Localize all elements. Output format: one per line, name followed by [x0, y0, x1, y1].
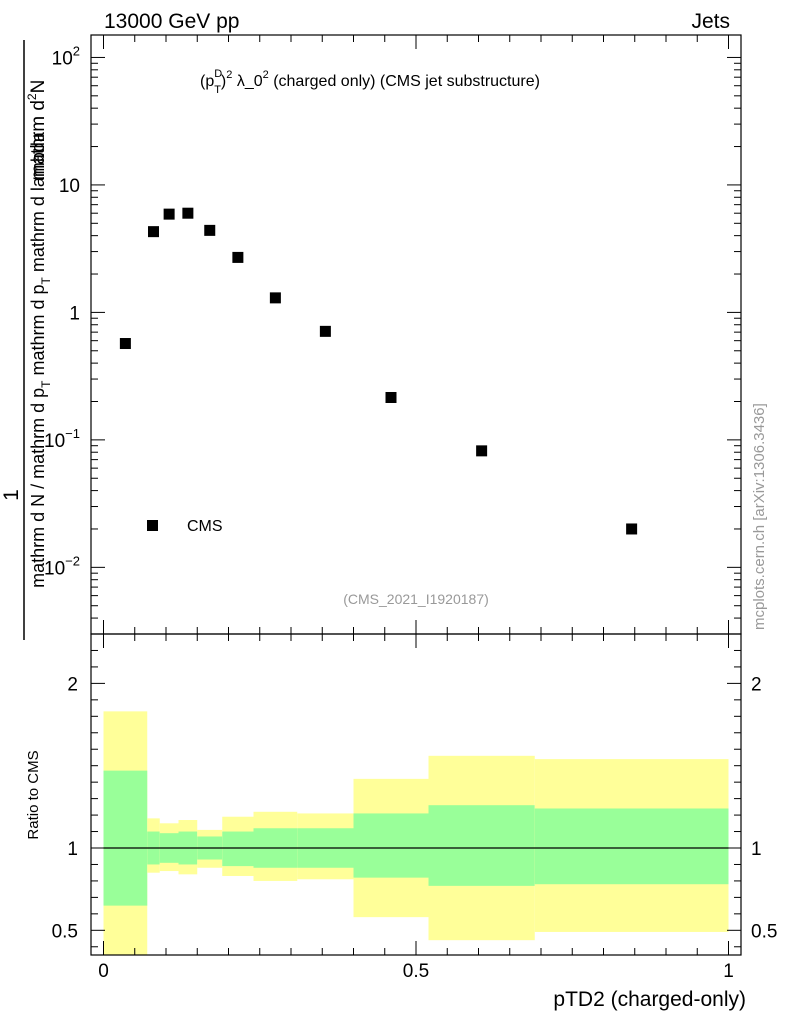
plot-title: (pD T)2 λ_02 (charged only) (CMS jet subs… [200, 68, 540, 96]
ratio-y-tick-label-left-2: 2 [67, 674, 78, 695]
green-band-bin-5 [222, 831, 254, 867]
ylabel-num-top-b: N [28, 80, 49, 94]
data-point-1 [148, 226, 159, 238]
green-band-bin-0 [103, 770, 148, 906]
data-point-2 [163, 208, 175, 220]
x-tick-label-1: 0.5 [403, 961, 429, 982]
ratio-y-axis-label: Ratio to CMS [25, 750, 42, 839]
main-y-tick-label-0: 10−2 [44, 553, 80, 579]
main-y-tick-label-2: 1 [69, 303, 80, 324]
title-sup-2b: 2 [263, 69, 269, 81]
ylabel-num-top-a: mathrm d [28, 100, 49, 180]
data-point-7 [319, 325, 331, 337]
header-right: Jets [691, 10, 730, 33]
x-tick-label-0: 0 [98, 961, 109, 982]
ratio-y-tick-label-right-0: 0.5 [751, 921, 777, 942]
ratio-y-tick-label-right-2: 2 [751, 674, 762, 695]
header-left: 13000 GeV pp [104, 10, 239, 33]
data-point-10 [626, 523, 638, 535]
data-point-0 [119, 338, 131, 350]
ylabel-den-sub2: T [39, 276, 53, 284]
ratio-y-tick-label-right-1: 1 [751, 839, 762, 860]
data-point-3 [182, 207, 194, 219]
x-tick-label-2: 1 [723, 961, 734, 982]
ratio-y-tick-label-left-0: 0.5 [52, 921, 78, 942]
data-point-9 [476, 445, 488, 457]
main-y-tick-exp-4: 2 [73, 43, 80, 58]
title-p: (p [200, 73, 214, 90]
legend-marker [147, 520, 158, 531]
ratio-y-tick-label-left-1: 1 [67, 839, 78, 860]
main-y-tick-label-3: 10 [59, 176, 80, 197]
title-lambda: λ_0 [232, 73, 262, 90]
data-point-8 [385, 391, 397, 403]
x-axis-label: pTD2 (charged-only) [553, 988, 746, 1011]
title-rest: (charged only) (CMS jet substructure) [269, 73, 540, 90]
ylabel-den-c: mathrm d lambda [28, 131, 48, 277]
main-y-axis-label: 1 mathrm d2N mathrm d N / mathrm d pT ma… [0, 40, 53, 640]
title-sup-d: D [214, 68, 222, 80]
legend-label: CMS [187, 518, 223, 535]
data-point-4 [204, 224, 216, 236]
main-y-tick-base-1: 10 [44, 431, 65, 452]
ylabel-numerator: 1 [0, 489, 23, 501]
ylabel-numerator-top: mathrm d2N [25, 80, 49, 181]
ylabel-denominator-main: mathrm d N / mathrm d pT mathrm d pT mat… [28, 131, 53, 588]
title-sup-2: 2 [226, 69, 232, 81]
green-band-bin-8 [353, 813, 429, 878]
main-frame [90, 34, 742, 635]
ylabel-den-b: mathrm d p [28, 284, 48, 380]
main-y-tick-base-4: 10 [52, 48, 73, 69]
analysis-id: (CMS_2021_I1920187) [343, 591, 489, 607]
main-y-tick-exp-0: −2 [65, 553, 80, 568]
main-y-tick-label-1: 10−1 [44, 426, 80, 452]
data-point-6 [269, 292, 281, 304]
main-y-tick-base-2: 1 [69, 303, 80, 324]
main-y-tick-base-3: 10 [59, 176, 80, 197]
side-watermark: mcplots.cern.ch [arXiv:1306.3436] [751, 403, 768, 630]
green-band-bin-9 [428, 805, 535, 886]
ylabel-den-a: mathrm d N / mathrm d p [28, 388, 48, 588]
ylabel-den-sub: T [39, 380, 53, 388]
data-point-5 [232, 251, 244, 263]
main-y-tick-base-0: 10 [44, 558, 65, 579]
main-y-tick-label-4: 102 [52, 43, 80, 69]
data-markers [119, 207, 638, 535]
ratio-bands [103, 711, 729, 955]
main-y-tick-exp-1: −1 [65, 426, 80, 441]
ylabel-num-top-sup: 2 [25, 93, 39, 100]
green-band-bin-10 [534, 808, 729, 885]
title-sub-t: T [214, 84, 221, 96]
title-close: ) [221, 73, 226, 90]
